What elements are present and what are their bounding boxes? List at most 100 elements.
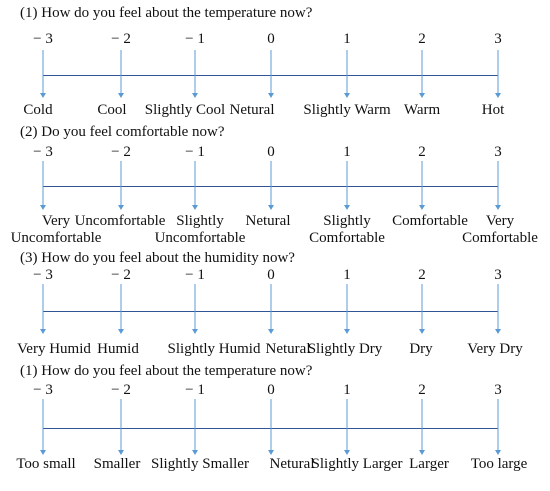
scale-arrow bbox=[194, 284, 196, 331]
scale-label: Cold bbox=[23, 102, 52, 119]
scale-label-line: Humid bbox=[97, 341, 139, 357]
scale-value: − 1 bbox=[185, 267, 205, 283]
scale-arrow bbox=[497, 50, 499, 95]
arrow-down-icon bbox=[118, 93, 124, 98]
arrow-down-icon bbox=[192, 329, 198, 334]
arrow-down-icon bbox=[118, 205, 124, 210]
scale-value: 3 bbox=[494, 267, 502, 283]
scale-label-line: Slightly Warm bbox=[303, 102, 391, 118]
scale-arrow bbox=[42, 284, 44, 331]
scale-value: − 3 bbox=[33, 31, 53, 47]
scale-label: Too large bbox=[471, 456, 528, 473]
scale-value: 0 bbox=[267, 31, 275, 47]
scale-arrow bbox=[270, 161, 272, 207]
scale-label-line: Smaller bbox=[93, 456, 141, 472]
arrow-down-icon bbox=[495, 450, 501, 455]
scale-label: Slightly Humid bbox=[168, 341, 261, 358]
scale-value: − 3 bbox=[33, 144, 53, 160]
scale-label: Too small bbox=[16, 456, 75, 473]
arrow-down-icon bbox=[419, 205, 425, 210]
arrow-down-icon bbox=[495, 329, 501, 334]
scale-label-line: Cool bbox=[97, 102, 127, 118]
scale-label: Hot bbox=[482, 102, 505, 119]
question-4: (1) How do you feel about the temperatur… bbox=[20, 363, 313, 379]
scale-label: Humid bbox=[97, 341, 139, 358]
scale-value: 2 bbox=[418, 31, 426, 47]
arrow-down-icon bbox=[40, 329, 46, 334]
scale-label-line: Comfortable bbox=[309, 230, 385, 246]
scale-label: Dry bbox=[409, 341, 432, 358]
arrow-down-icon bbox=[495, 93, 501, 98]
scale-label: Very Comfortable bbox=[462, 213, 538, 247]
question-1: (1) How do you feel about the temperatur… bbox=[20, 5, 313, 21]
arrow-down-icon bbox=[344, 205, 350, 210]
scale-label-line: Hot bbox=[481, 102, 505, 118]
scale-arrow bbox=[346, 50, 348, 95]
scale-value: 1 bbox=[343, 267, 351, 283]
arrow-down-icon bbox=[192, 205, 198, 210]
scale-value: 2 bbox=[418, 144, 426, 160]
arrow-down-icon bbox=[40, 205, 46, 210]
scale-label-line: Very Humid bbox=[17, 341, 91, 357]
scale-arrow bbox=[346, 161, 348, 207]
scale-label: Slightly Warm bbox=[303, 102, 390, 119]
scale-value: − 1 bbox=[185, 382, 205, 398]
arrow-down-icon bbox=[40, 93, 46, 98]
scale-label: Slightly Smaller bbox=[151, 456, 249, 473]
scale-arrow bbox=[497, 399, 499, 452]
scale-label: Comfortable bbox=[392, 213, 468, 230]
scale-label: Netural bbox=[270, 456, 315, 473]
scale-value: 3 bbox=[494, 31, 502, 47]
scale-arrow bbox=[120, 284, 122, 331]
scale-label: Slightly Uncomfortable bbox=[155, 213, 246, 247]
arrow-down-icon bbox=[192, 450, 198, 455]
scale-value: 3 bbox=[494, 144, 502, 160]
scale-label-line: Netural bbox=[269, 456, 315, 472]
scale-label-line: Very bbox=[41, 213, 71, 229]
arrow-down-icon bbox=[419, 329, 425, 334]
scale-label: Netural bbox=[230, 102, 275, 119]
scale-arrow bbox=[421, 50, 423, 95]
scale-arrow bbox=[421, 399, 423, 452]
scale-arrow bbox=[497, 284, 499, 331]
scale-arrow bbox=[270, 399, 272, 452]
scale-label: Warm bbox=[404, 102, 440, 119]
scale-label: Uncomfortable bbox=[75, 213, 166, 230]
scale-label-line: Dry bbox=[409, 341, 433, 357]
scale-label-line: Slightly Smaller bbox=[151, 456, 249, 472]
scale-value: − 2 bbox=[111, 144, 131, 160]
arrow-down-icon bbox=[344, 93, 350, 98]
scale-label: Slightly Cool bbox=[145, 102, 225, 119]
scale-arrow bbox=[270, 50, 272, 95]
scale-value: − 2 bbox=[111, 382, 131, 398]
scale-label-line: Slightly Larger bbox=[311, 456, 403, 472]
scale-value: 1 bbox=[343, 382, 351, 398]
scale-arrow bbox=[120, 50, 122, 95]
arrow-down-icon bbox=[192, 93, 198, 98]
scale-label: Slightly Comfortable bbox=[309, 213, 385, 247]
scale-value: 0 bbox=[267, 267, 275, 283]
scale-label-line: Uncomfortable bbox=[74, 213, 166, 229]
scale-label-line: Too small bbox=[16, 456, 76, 472]
scale-label: Very Uncomfortable bbox=[11, 213, 102, 247]
scale-value: − 2 bbox=[111, 267, 131, 283]
arrow-down-icon bbox=[495, 205, 501, 210]
scale-label: Netural bbox=[246, 213, 291, 230]
scale-label: Slightly Dry bbox=[308, 341, 383, 358]
scale-value: 2 bbox=[418, 267, 426, 283]
scale-arrow bbox=[346, 284, 348, 331]
scale-value: 0 bbox=[267, 382, 275, 398]
question-2: (2) Do you feel comfortable now? bbox=[20, 124, 225, 140]
scale-arrow bbox=[194, 161, 196, 207]
scale-arrow bbox=[421, 284, 423, 331]
scale-value: 2 bbox=[418, 382, 426, 398]
scale-label-line: Netural bbox=[229, 102, 275, 118]
scale-arrow bbox=[120, 399, 122, 452]
scale-value: 1 bbox=[343, 31, 351, 47]
scale-arrow bbox=[421, 161, 423, 207]
arrow-down-icon bbox=[419, 93, 425, 98]
scale-label-line: Slightly bbox=[176, 213, 224, 229]
scale-label-line: Too large bbox=[470, 456, 528, 472]
arrow-down-icon bbox=[268, 450, 274, 455]
